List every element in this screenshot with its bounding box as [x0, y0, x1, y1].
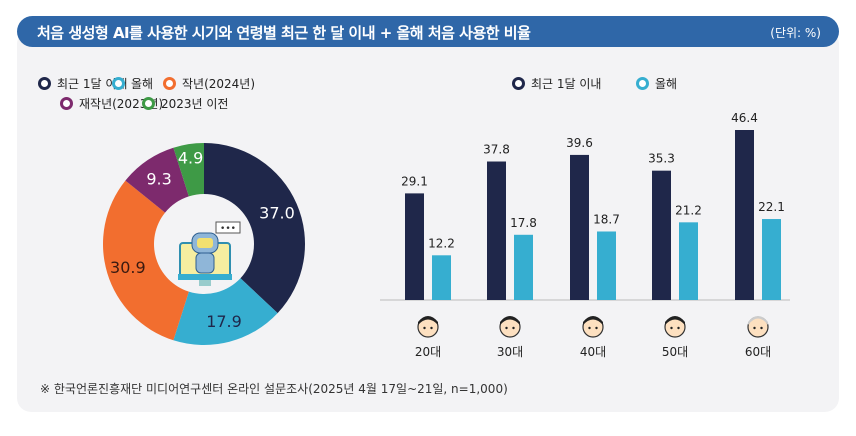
unit-label: (단위: %) [770, 26, 821, 40]
legend-item: 최근 1달 이내 [38, 75, 127, 92]
elderly-face-icon [747, 316, 769, 338]
bar [570, 154, 589, 300]
face-icon [499, 316, 521, 338]
legend-item: 작년(2024년) [163, 75, 255, 92]
bar-label: 18.7 [593, 212, 620, 226]
chart-header: 처음 생성형 AI를 사용한 시기와 연령별 최근 한 달 이내 + 올해 처음… [17, 16, 839, 47]
bar [652, 170, 671, 300]
bar-label: 46.4 [731, 111, 758, 125]
bar-label: 39.6 [566, 136, 593, 150]
bar-label: 21.2 [675, 203, 702, 217]
category-label: 40대 [580, 345, 606, 359]
bar-label: 22.1 [758, 200, 785, 214]
bar [487, 161, 506, 300]
bar [405, 193, 424, 300]
bar [762, 219, 781, 300]
legend-item: 최근 1달 이내 [512, 75, 601, 92]
chart-title: 처음 생성형 AI를 사용한 시기와 연령별 최근 한 달 이내 + 올해 처음… [37, 24, 531, 42]
svg-text:•••: ••• [220, 224, 236, 234]
slice-label: 17.9 [206, 312, 242, 331]
bar-label: 35.3 [648, 152, 675, 166]
bar-label: 17.8 [510, 216, 537, 230]
face-icon [582, 316, 604, 338]
donut-slice [204, 143, 305, 314]
donut-slice [125, 147, 189, 213]
robot-computer-icon: ••• [178, 221, 241, 286]
slice-label: 9.3 [146, 169, 171, 188]
legend-item: 2023년 이전 [142, 95, 228, 112]
legend-item: 올해 [112, 75, 153, 92]
donut-slice [103, 180, 189, 341]
footnote: ※ 한국언론진흥재단 미디어연구센터 온라인 설문조사(2025년 4월 17일… [40, 382, 508, 396]
slice-label: 30.9 [110, 258, 146, 277]
bar [597, 231, 616, 300]
bar [432, 255, 451, 300]
category-label: 20대 [415, 345, 441, 359]
category-label: 30대 [497, 345, 523, 359]
slice-label: 4.9 [178, 149, 203, 168]
bar-label: 12.2 [428, 236, 455, 250]
bar [514, 234, 533, 300]
donut-slice [173, 278, 278, 346]
bar-label: 29.1 [401, 174, 428, 188]
legend-item: 올해 [636, 75, 677, 92]
donut-slice [173, 143, 204, 197]
bar-label: 37.8 [483, 143, 510, 157]
category-label: 60대 [745, 345, 771, 359]
bar [735, 130, 754, 300]
face-icon [664, 316, 686, 338]
face-icon [417, 316, 439, 338]
bar [679, 222, 698, 300]
category-label: 50대 [662, 345, 688, 359]
slice-label: 37.0 [259, 203, 295, 222]
